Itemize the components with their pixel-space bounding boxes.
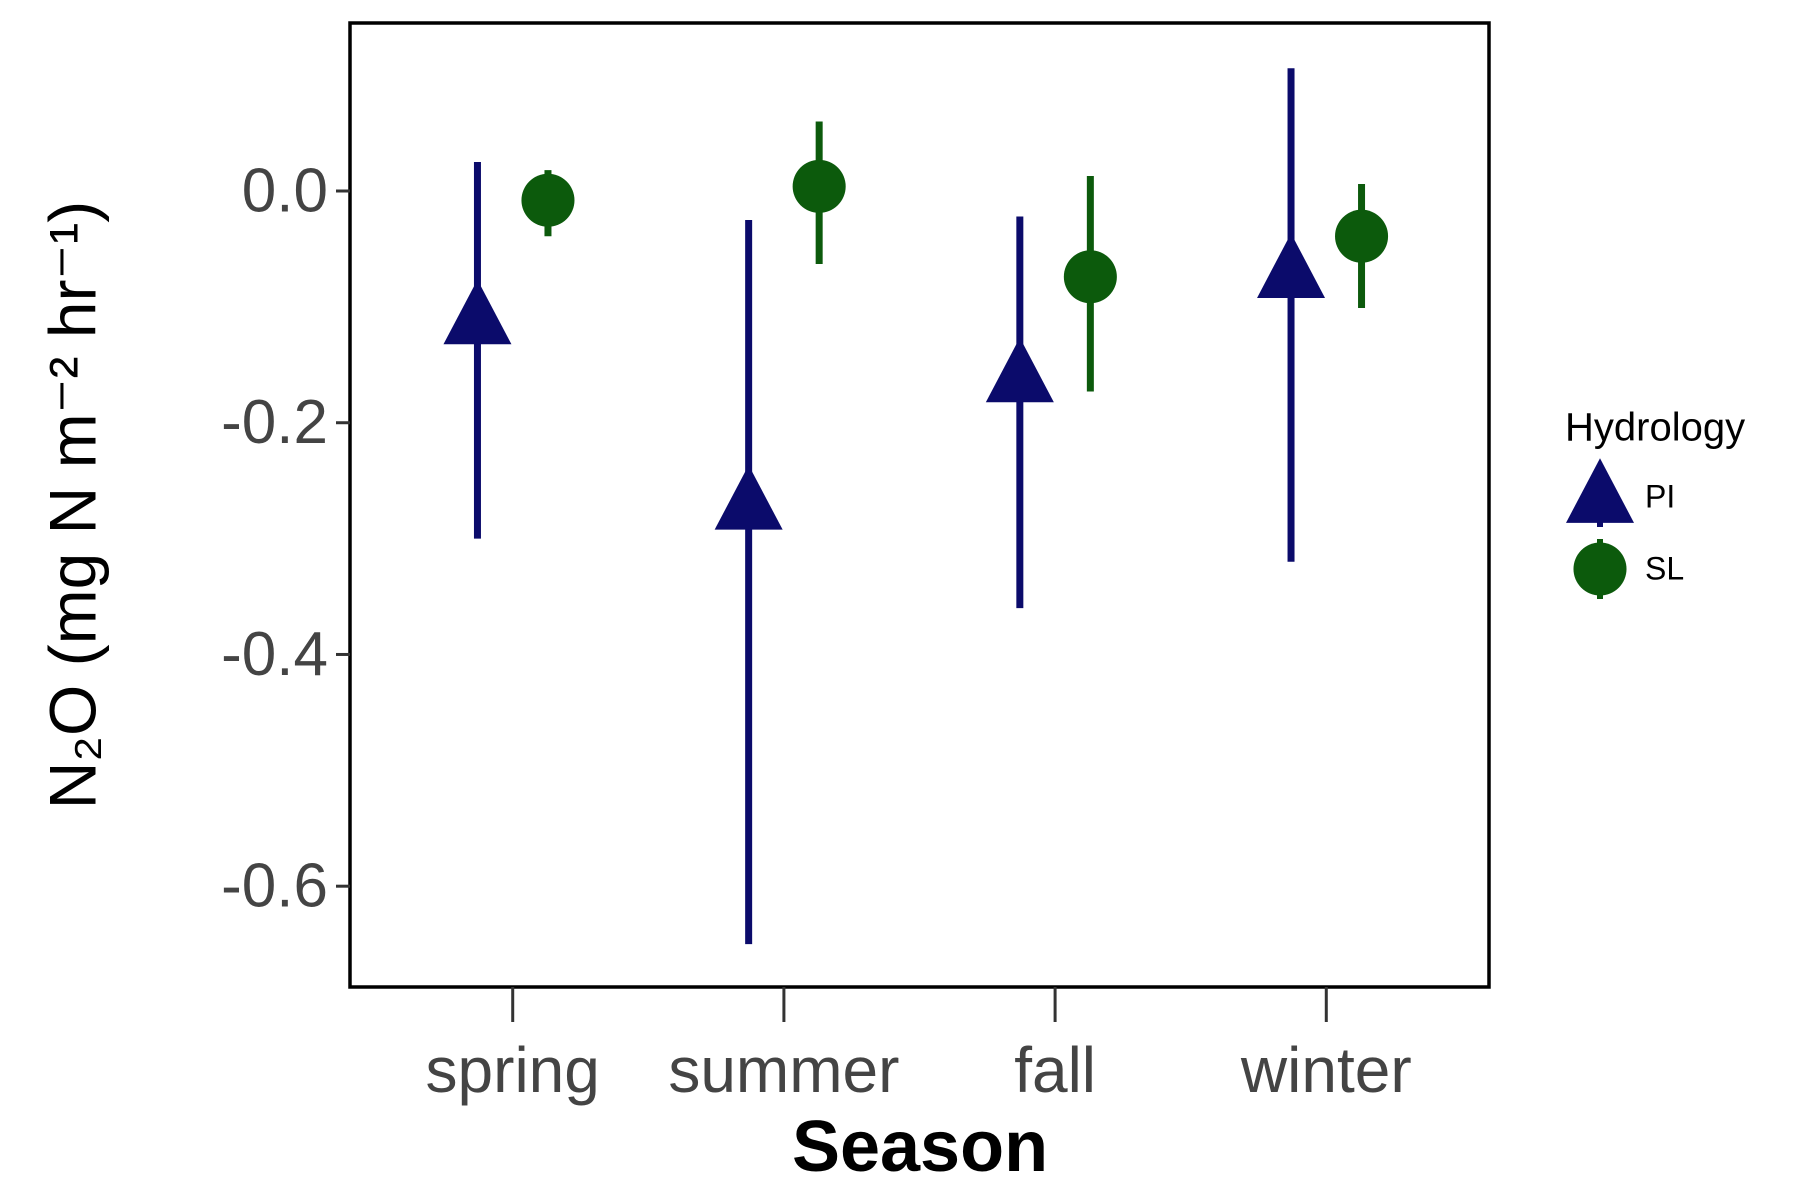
point [985,337,1054,403]
legend-key [1573,542,1627,596]
point [714,465,783,530]
plot-panel [348,21,1491,989]
point [1063,250,1117,304]
x-tick-label: summer [668,1034,899,1106]
legend-key [1566,458,1634,523]
y-tick-label: -0.6 [221,852,328,921]
x-tick-label: spring [426,1034,600,1106]
legend-title: Hydrology [1565,406,1745,450]
x-tick-label: fall [1014,1034,1096,1106]
point [521,173,575,227]
x-tick-label: winter [1240,1034,1412,1106]
y-tick-label: 0.0 [242,156,328,225]
y-axis-title: N₂O (mg N m⁻² hr⁻¹) [35,201,109,810]
y-tick-label: -0.2 [221,388,328,457]
legend-label: SL [1645,550,1684,586]
x-axis-title: Season [792,1107,1048,1187]
point [1257,233,1326,298]
legend-label: PI [1645,478,1675,514]
point [443,279,512,345]
point [1335,209,1389,263]
y-tick-label: -0.4 [221,620,328,689]
point [792,159,846,213]
